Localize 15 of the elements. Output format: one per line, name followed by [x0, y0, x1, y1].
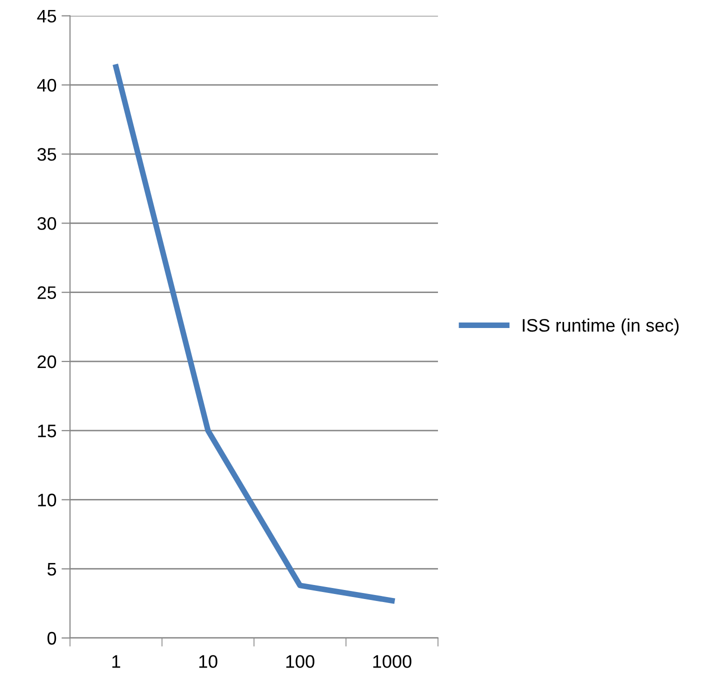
y-tick-label: 40	[37, 78, 56, 92]
y-tick-label: 5	[47, 562, 56, 576]
y-tick-label: 45	[37, 10, 56, 23]
legend-label: ISS runtime (in sec)	[522, 318, 679, 336]
x-tick-label: 1000	[373, 655, 412, 668]
y-tick-label: 15	[38, 424, 56, 438]
y-tick-label: 25	[38, 286, 56, 300]
y-tick-label: 20	[38, 355, 56, 368]
y-tick-label: 0	[47, 632, 56, 645]
y-tick-label: 10	[38, 494, 56, 506]
x-tick-label: 100	[286, 655, 314, 668]
x-tick-label: 1	[112, 655, 120, 668]
y-tick-label: 30	[37, 217, 56, 230]
y-tick-label: 35	[37, 148, 56, 161]
x-tick-label: 10	[199, 655, 218, 668]
